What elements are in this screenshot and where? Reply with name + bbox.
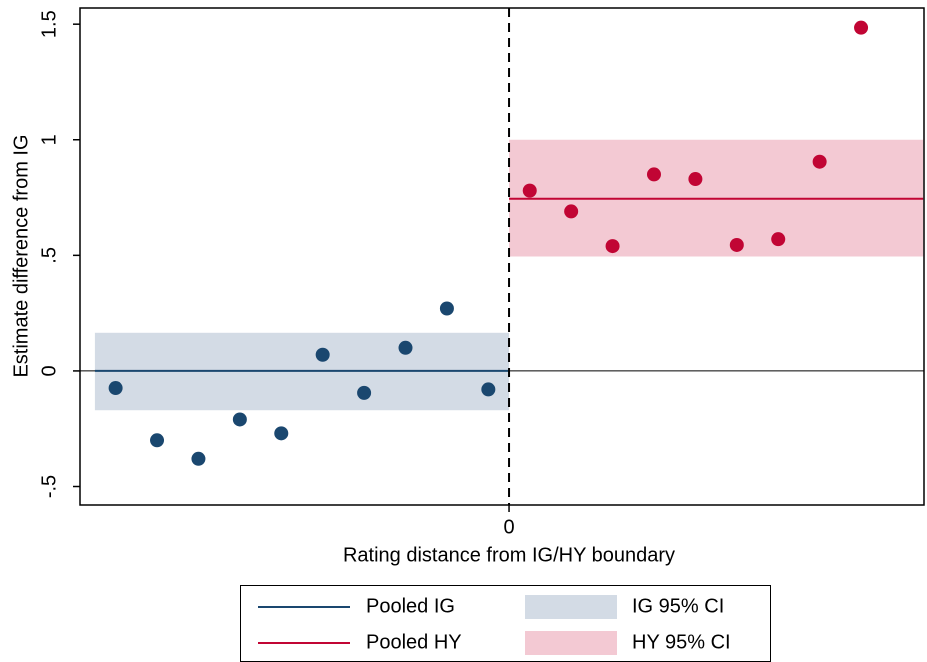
y-axis-label: Estimate difference from IG bbox=[10, 134, 32, 377]
legend-swatch bbox=[525, 631, 617, 655]
point bbox=[646, 167, 661, 182]
point bbox=[398, 340, 413, 355]
point bbox=[812, 154, 827, 169]
plot-frame bbox=[79, 7, 925, 506]
legend-label: Pooled IG bbox=[366, 595, 455, 617]
point bbox=[564, 204, 579, 219]
legend-box bbox=[240, 585, 771, 662]
legend-label: HY 95% CI bbox=[632, 631, 731, 653]
point bbox=[232, 412, 247, 427]
point bbox=[439, 301, 454, 316]
y-tick-label: 1 bbox=[38, 134, 60, 145]
y-tick-label: 0 bbox=[38, 365, 60, 376]
point bbox=[357, 385, 372, 400]
x-axis-label: Rating distance from IG/HY boundary bbox=[343, 544, 675, 566]
y-tick-label: -.5 bbox=[38, 475, 60, 498]
point bbox=[729, 237, 744, 252]
y-tick-label: 1.5 bbox=[38, 10, 60, 38]
point bbox=[771, 232, 786, 247]
point bbox=[274, 426, 289, 441]
point bbox=[854, 20, 869, 35]
point bbox=[108, 381, 123, 396]
point bbox=[150, 433, 165, 448]
point bbox=[191, 451, 206, 466]
y-tick-label: .5 bbox=[38, 247, 60, 264]
legend-label: IG 95% CI bbox=[632, 595, 724, 617]
point bbox=[605, 239, 620, 254]
point bbox=[522, 183, 537, 198]
x-tick-label: 0 bbox=[503, 516, 514, 538]
point bbox=[315, 347, 330, 362]
point bbox=[688, 172, 703, 187]
legend-swatch bbox=[525, 595, 617, 619]
legend-label: Pooled HY bbox=[366, 631, 462, 653]
point bbox=[481, 382, 496, 397]
